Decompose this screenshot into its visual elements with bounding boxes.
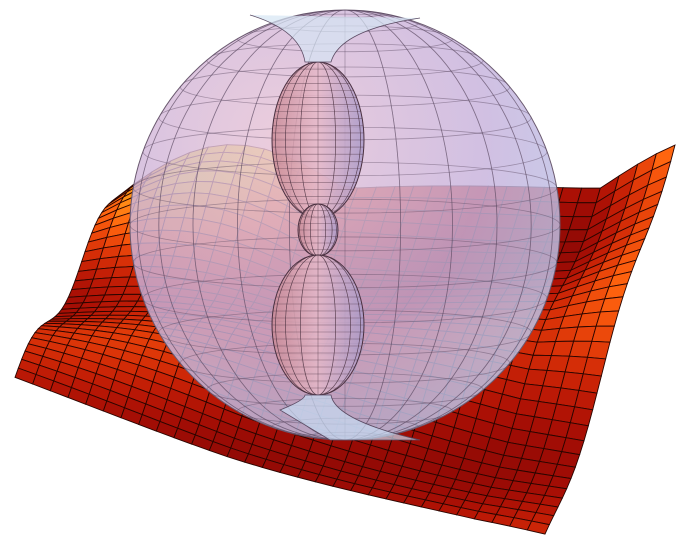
sphere-meridian [192,10,498,440]
sphere-meridian [288,10,402,440]
sphere-meridian [237,10,453,440]
bottom-funnel [279,394,421,441]
surface-facet [582,356,607,377]
sphere-meridian [288,10,402,440]
surface-facet [578,373,602,394]
sphere-meridian [158,10,532,440]
surface-facet [526,520,550,535]
surface-facet [591,325,615,343]
sphere-meridian [237,10,453,440]
translucent-sphere [129,9,561,441]
sphere-meridian [192,10,498,440]
sphere-meridian [158,10,532,440]
surface-facet [586,340,611,360]
top-funnel [249,14,421,63]
sphere-meridian [136,10,554,440]
sphere-meridian [136,10,554,440]
